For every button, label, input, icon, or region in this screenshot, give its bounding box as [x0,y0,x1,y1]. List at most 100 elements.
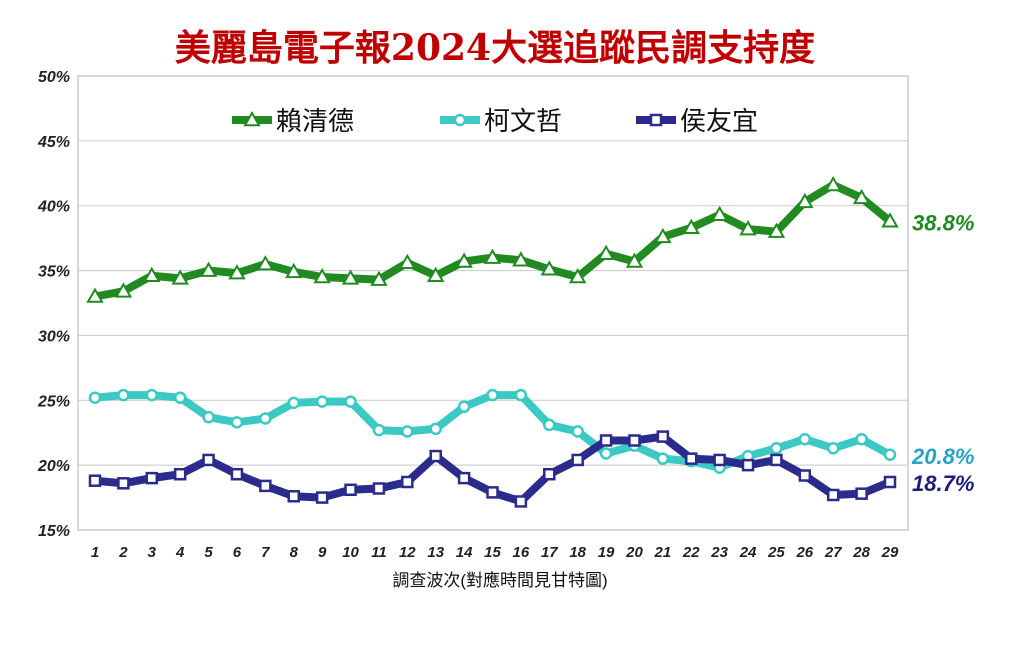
data-point [739,220,757,236]
data-point [401,425,414,438]
x-tick-label: 15 [484,544,501,561]
data-point [145,471,159,485]
x-tick-label: 26 [795,544,813,561]
legend-label: 柯文哲 [484,107,562,137]
data-point [88,474,102,487]
data-point [710,205,729,222]
data-point [145,388,159,402]
data-point [798,432,812,446]
data-point [315,491,329,504]
data-point [883,448,897,462]
y-tick-label: 15% [38,523,70,540]
x-tick-label: 25 [767,544,785,561]
data-point [398,253,417,270]
data-point [486,388,499,402]
data-point [173,467,187,481]
plot-area [77,75,909,531]
data-point [770,442,783,455]
data-point [767,222,786,238]
data-point [86,287,104,303]
data-point [259,412,272,425]
data-point [881,212,899,228]
data-point [171,269,189,285]
legend-marker [243,110,261,127]
data-point [824,175,842,192]
data-point [486,486,499,499]
legend-marker [649,113,663,127]
data-point [514,495,528,508]
x-tick-label: 27 [824,544,842,561]
series-2 [88,388,897,474]
x-tick-label: 29 [881,544,899,561]
y-tick-label: 25% [37,393,70,410]
legend-item: 柯文哲 [440,107,562,137]
y-tick-label: 45% [37,134,70,151]
y-tick-label: 30% [38,328,70,345]
x-tick-label: 21 [654,544,672,561]
x-tick-label: 12 [399,544,416,561]
y-tick-label: 40% [37,199,70,216]
x-tick-label: 6 [233,544,242,561]
data-point [199,261,218,277]
data-point [571,453,584,467]
y-tick-label: 35% [38,264,70,281]
legend-label: 侯友宜 [680,107,758,137]
data-point [202,453,215,467]
data-point [228,264,246,280]
data-point [599,434,613,447]
data-point [344,395,357,408]
x-tick-label: 19 [598,544,615,561]
data-point [483,248,502,264]
data-point [512,251,530,267]
data-point [457,471,471,485]
x-tick-label: 8 [290,544,299,561]
data-point [770,453,783,467]
data-point [543,418,556,432]
data-point [256,255,275,271]
x-tick-label: 22 [682,544,700,561]
data-point [426,266,445,283]
data-point [656,452,670,465]
end-value-label: 20.8% [911,444,974,469]
data-point [230,467,244,481]
data-point [455,252,473,268]
data-point [852,188,871,205]
data-point [826,442,840,455]
data-point [654,227,672,244]
data-point [855,432,868,446]
data-point [429,422,442,436]
legend-item: 賴清德 [232,107,354,137]
data-point [855,487,868,500]
x-tick-label: 18 [569,544,586,561]
x-tick-label: 16 [513,544,530,561]
data-point [259,479,272,493]
x-tick-label: 13 [427,544,444,561]
data-point [826,488,840,502]
legend-item: 侯友宜 [636,107,758,137]
data-point [798,469,812,482]
data-point [514,388,528,402]
data-point [372,423,386,437]
data-point [571,425,584,438]
x-tick-label: 1 [91,544,99,561]
legend-label: 賴清德 [276,107,354,137]
x-axis: 1 2 3 4 5 6 7 8 9 10 11 12 13 14 15 16 17 18 19 20 21 22 23 24 2… [91,544,899,561]
data-point [117,388,130,402]
data-point [287,396,300,410]
data-point [114,282,133,298]
data-point [628,434,641,447]
x-tick-label: 17 [541,544,558,561]
data-point [372,482,386,495]
legend: 賴清德 柯文哲 侯友宜 [232,107,758,137]
data-point [287,490,300,503]
data-point [656,430,670,443]
x-tick-label: 20 [625,544,643,561]
x-tick-label: 24 [739,544,757,561]
x-tick-label: 11 [371,544,387,561]
data-point [315,395,329,408]
data-point [285,262,303,279]
chart-title: 美麗島電子報2024大選追蹤民調支持度 [175,27,815,69]
data-point [344,483,357,497]
end-labels: 38.8% 20.8%18.7% [911,210,974,496]
